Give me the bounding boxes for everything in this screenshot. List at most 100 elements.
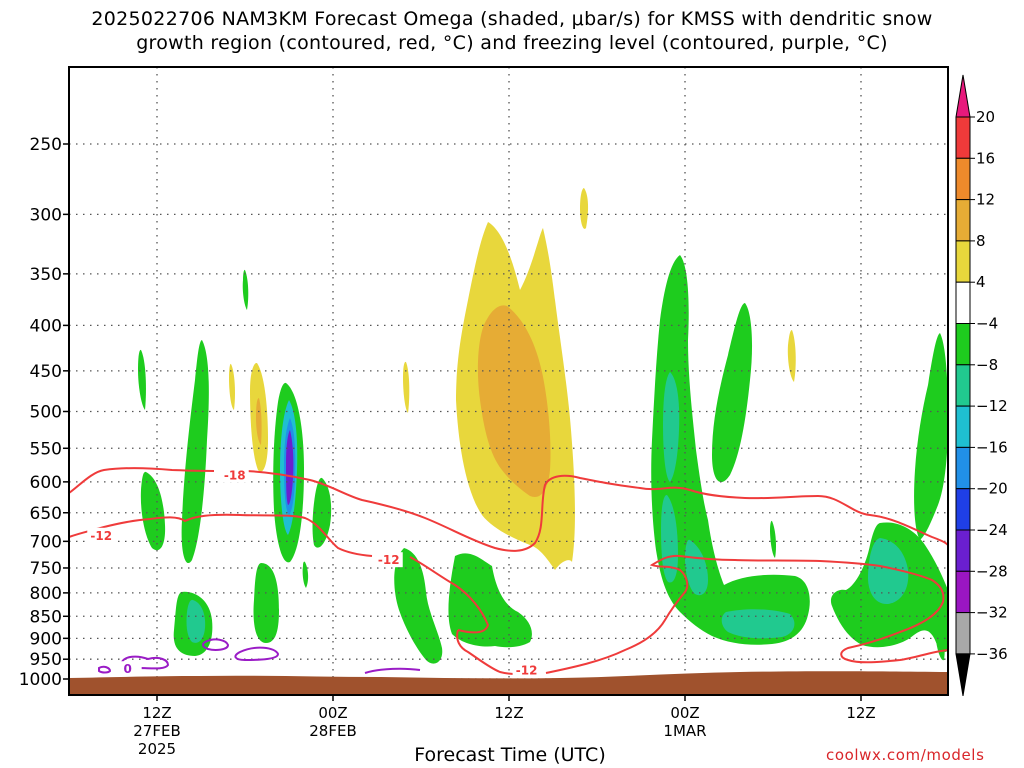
purple-cell-5	[286, 430, 294, 505]
contour-label-bg-0	[220, 467, 249, 483]
colorbar-label-9: −20	[976, 480, 1008, 498]
dgz-minus12-lower-mid	[456, 629, 517, 675]
y-tick-label-750: 750	[30, 559, 62, 579]
colorbar-bin-3	[955, 199, 971, 242]
green-cell-7	[302, 561, 309, 588]
contour-label-0: -18	[224, 468, 246, 482]
colorbar-bin-7	[955, 364, 971, 407]
colorbar-label-3: 8	[976, 232, 986, 250]
contour-labels: -18 -12 -12 -12 0	[87, 467, 541, 678]
dgz-minus18-left	[69, 467, 215, 494]
yellow-small-top	[580, 188, 589, 229]
yellow-small-c	[403, 361, 410, 413]
yellow-small-b	[229, 363, 235, 410]
colorbar-bottom-arrow	[955, 653, 971, 696]
green-cell-4	[242, 269, 249, 310]
colorbar-label-12: −32	[976, 604, 1008, 622]
dgz-minus12-upper-left	[69, 513, 373, 557]
freezing-level-5	[364, 667, 421, 674]
contour-label-bg-1	[87, 527, 116, 543]
colorbar-label-7: −12	[976, 397, 1008, 415]
freezing-level-2	[98, 665, 112, 674]
orange-small-a	[256, 398, 262, 445]
green-cell-2	[140, 471, 166, 551]
freezing-level-3	[202, 638, 230, 651]
green-cell-11	[448, 553, 532, 648]
colorbar-label-0: 20	[976, 108, 995, 126]
x-tick-date-3: 1MAR	[663, 722, 706, 740]
green-cell-9	[253, 563, 279, 643]
y-tick-label-250: 250	[30, 135, 62, 155]
colorbar-bin-1	[955, 116, 971, 159]
y-tick-label-550: 550	[30, 439, 62, 459]
x-tick-label-0: 12Z	[142, 704, 171, 722]
terrain-ground	[69, 671, 948, 695]
teal-cell-16	[868, 538, 909, 605]
x-tick-year-0: 2025	[138, 740, 176, 758]
colorbar-bin-10	[955, 488, 971, 531]
colorbar-bin-13	[955, 612, 971, 655]
orange-updraft-core	[477, 305, 551, 497]
y-tick-label-800: 800	[30, 584, 62, 604]
green-cell-14	[770, 520, 776, 558]
y-tick-label-900: 900	[30, 629, 62, 649]
colorbar-bin-6	[955, 323, 971, 366]
colorbar-bin-2	[955, 157, 971, 201]
green-cell-13	[712, 303, 753, 483]
contour-label-1: -12	[90, 529, 112, 543]
x-tick-label-2: 12Z	[494, 704, 523, 722]
y-axis-ticks: 2503003504004505005506006507007508008509…	[19, 135, 69, 690]
y-tick-label-700: 700	[30, 532, 62, 552]
colorbar-bin-5	[955, 281, 971, 325]
chart-title-line-2: growth region (contoured, red, °C) and f…	[136, 32, 888, 54]
y-tick-label-450: 450	[30, 362, 62, 382]
colorbar-label-2: 12	[976, 191, 995, 209]
y-tick-label-1000: 1000	[19, 670, 62, 690]
credit-link[interactable]: coolwx.com/models	[826, 746, 985, 764]
teal-cell-12c	[685, 539, 708, 596]
colorbar-bin-4	[955, 240, 971, 283]
colorbar-bin-12	[955, 570, 971, 614]
green-cell-3	[181, 340, 209, 564]
x-tick-label-3: 00Z	[670, 704, 699, 722]
contour-label-bg-3	[512, 662, 541, 678]
colorbar-bin-9	[955, 446, 971, 490]
dgz-minus12-right	[545, 554, 948, 674]
green-cell-15	[914, 333, 948, 540]
chart-title-line-1: 2025022706 NAM3KM Forecast Omega (shaded…	[91, 8, 933, 30]
colorbar-label-13: −36	[976, 645, 1008, 663]
colorbar-label-6: −8	[976, 356, 998, 374]
y-tick-label-400: 400	[30, 316, 62, 336]
contour-label-bg-4	[113, 661, 142, 677]
dgz-minus12-upper-mid	[409, 556, 490, 634]
colorbar-bin-8	[955, 405, 971, 448]
x-tick-label-1: 00Z	[318, 704, 347, 722]
yellow-small-d	[787, 330, 796, 382]
colorbar-bin-11	[955, 529, 971, 572]
freezing-level-4	[234, 646, 280, 662]
contour-layer	[69, 467, 948, 675]
teal-cell-12b	[661, 494, 678, 583]
contour-label-bg-2	[374, 552, 403, 568]
x-tick-date-0: 27FEB	[133, 722, 180, 740]
colorbar-top-arrow	[955, 74, 971, 118]
terrain-layer	[69, 671, 948, 695]
x-axis-title: Forecast Time (UTC)	[414, 744, 606, 766]
teal-cell-8	[186, 599, 206, 643]
y-tick-label-650: 650	[30, 504, 62, 524]
y-tick-label-300: 300	[30, 205, 62, 225]
y-tick-label-350: 350	[30, 265, 62, 285]
y-tick-label-500: 500	[30, 403, 62, 423]
contour-label-4: 0	[123, 662, 131, 676]
green-cell-1	[138, 349, 146, 410]
contour-label-2: -12	[378, 553, 400, 567]
x-tick-label-4: 12Z	[846, 704, 875, 722]
dgz-minus18-right	[245, 470, 948, 552]
omega-shading-layer	[138, 188, 948, 664]
colorbar-label-1: 16	[976, 149, 995, 167]
contour-label-3: -12	[516, 663, 538, 677]
green-cell-10	[394, 548, 443, 664]
colorbar-label-4: 4	[976, 273, 986, 291]
